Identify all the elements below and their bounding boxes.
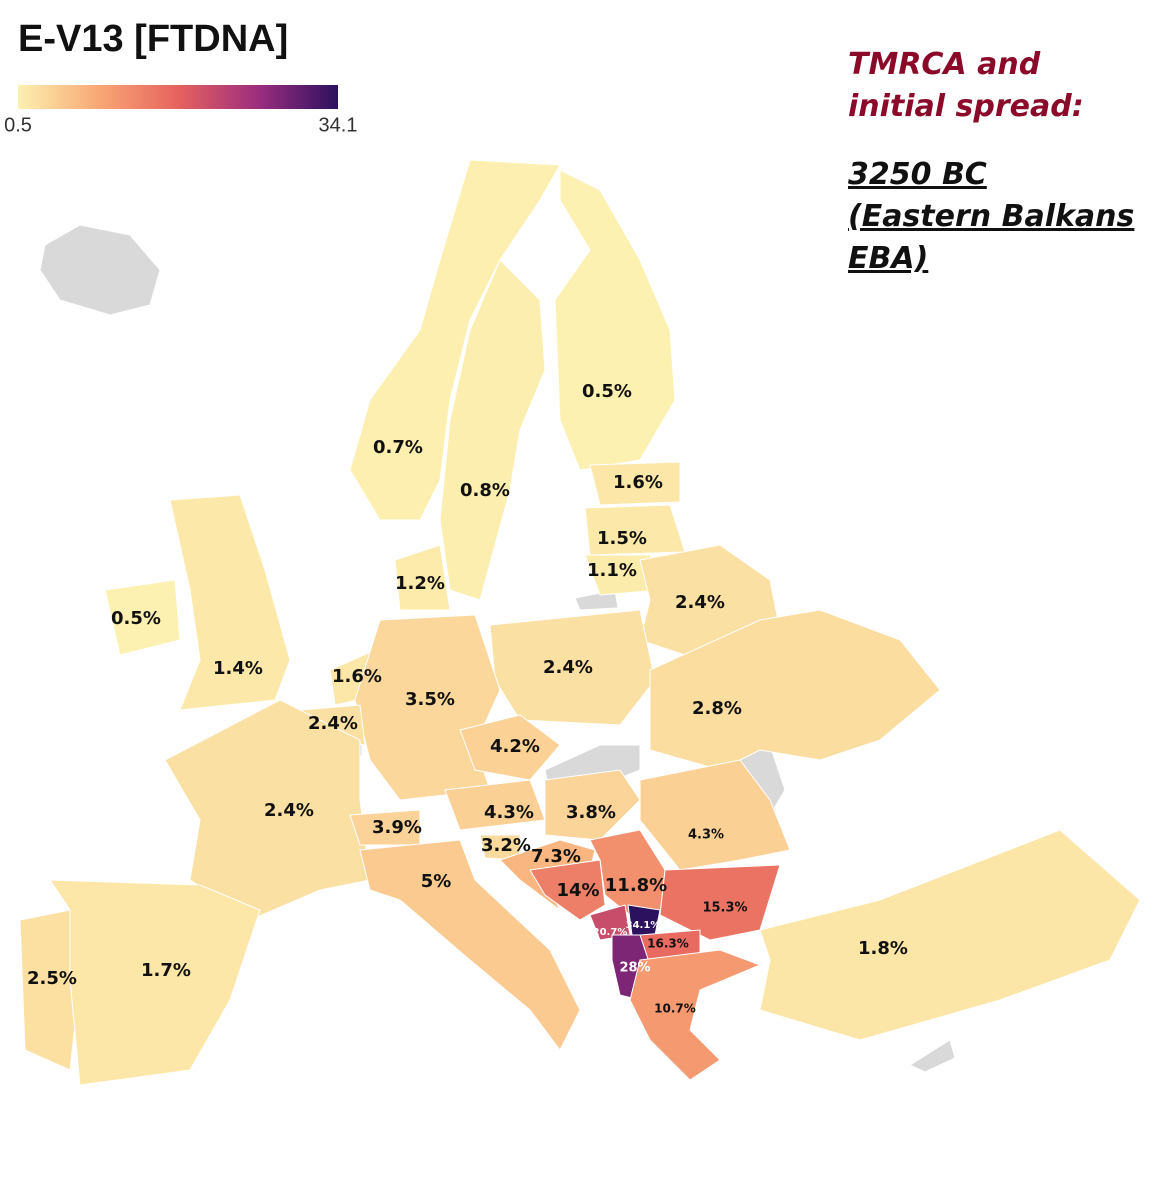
- value-label: 0.7%: [373, 437, 423, 458]
- value-label: 1.8%: [858, 938, 908, 959]
- region: [639, 759, 791, 871]
- value-label: 16.3%: [647, 937, 689, 951]
- value-label: 2.4%: [543, 657, 593, 678]
- region: [104, 579, 181, 656]
- region: [49, 879, 261, 1086]
- value-label: 1.7%: [141, 960, 191, 981]
- region: [554, 169, 676, 471]
- value-label: 4.3%: [688, 828, 724, 843]
- value-label: 2.4%: [675, 592, 725, 613]
- value-label: 0.5%: [111, 608, 161, 629]
- annotation: TMRCA and initial spread:: [848, 47, 1084, 124]
- value-label: 3.9%: [372, 817, 422, 838]
- iceland: [39, 224, 161, 316]
- value-label: 2.4%: [308, 713, 358, 734]
- value-label: 2.8%: [692, 698, 742, 719]
- value-label: 28%: [619, 961, 650, 976]
- value-label: 2.4%: [264, 800, 314, 821]
- region: [659, 864, 781, 941]
- value-label: 3.8%: [566, 802, 616, 823]
- value-label: 5%: [421, 871, 452, 892]
- value-label: 7.3%: [531, 846, 581, 867]
- region: [629, 949, 762, 1081]
- color-tick-label: 0.5: [4, 114, 32, 136]
- region: [349, 159, 561, 521]
- value-label: 1.2%: [395, 573, 445, 594]
- value-label: 4.3%: [484, 802, 534, 823]
- annotation: 3250 BC (Eastern Balkans EBA): [848, 157, 1135, 276]
- value-label: 1.6%: [332, 666, 382, 687]
- region: [459, 714, 561, 781]
- region: [589, 461, 681, 506]
- value-label: 0.8%: [460, 480, 510, 501]
- region: [544, 769, 641, 841]
- value-label: 3.2%: [481, 835, 531, 856]
- value-label: 1.5%: [597, 528, 647, 549]
- map-title: E-V13 [FTDNA]: [18, 18, 289, 60]
- region: [359, 839, 581, 1051]
- color-tick-label: 34.1: [319, 114, 358, 136]
- value-label: 3.5%: [405, 689, 455, 710]
- region: [394, 544, 451, 611]
- value-label: 34.1%: [626, 920, 661, 931]
- value-label: 11.8%: [605, 875, 667, 896]
- region: [439, 259, 546, 601]
- cyprus: [908, 1039, 956, 1073]
- value-label: 2.5%: [27, 968, 77, 989]
- region: [759, 829, 1141, 1041]
- region: [169, 494, 291, 711]
- value-label: 14%: [556, 880, 599, 901]
- value-label: 4.2%: [490, 736, 540, 757]
- value-label: 20.7%: [593, 927, 628, 938]
- value-label: 15.3%: [702, 901, 747, 916]
- value-label: 1.6%: [613, 472, 663, 493]
- region: [529, 859, 606, 921]
- color-scale: [18, 85, 338, 109]
- value-label: 0.5%: [582, 381, 632, 402]
- value-label: 1.1%: [587, 560, 637, 581]
- region: [649, 609, 941, 771]
- value-label: 1.4%: [213, 658, 263, 679]
- value-label: 10.7%: [654, 1002, 696, 1016]
- region: [164, 699, 371, 921]
